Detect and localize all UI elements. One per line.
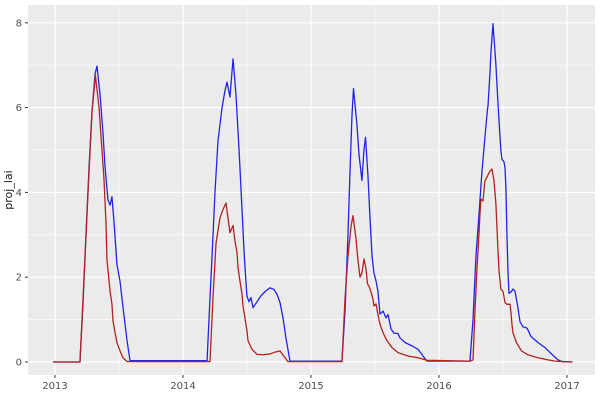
x-tick-label: 2016	[426, 381, 451, 392]
y-tick-label: 6	[16, 103, 22, 114]
y-tick-label: 2	[16, 273, 22, 284]
y-tick-label: 8	[16, 18, 22, 29]
y-tick-label: 4	[16, 188, 22, 199]
x-tick-label: 2014	[170, 381, 195, 392]
blue-series-line	[52, 23, 573, 363]
y-axis-title: proj_lai	[2, 170, 15, 209]
x-tick-label: 2015	[298, 381, 323, 392]
firebrick-series-line	[52, 75, 573, 363]
x-tick-label: 2013	[42, 381, 67, 392]
x-tick-label: 2017	[554, 381, 579, 392]
y-tick-label: 0	[16, 357, 22, 368]
